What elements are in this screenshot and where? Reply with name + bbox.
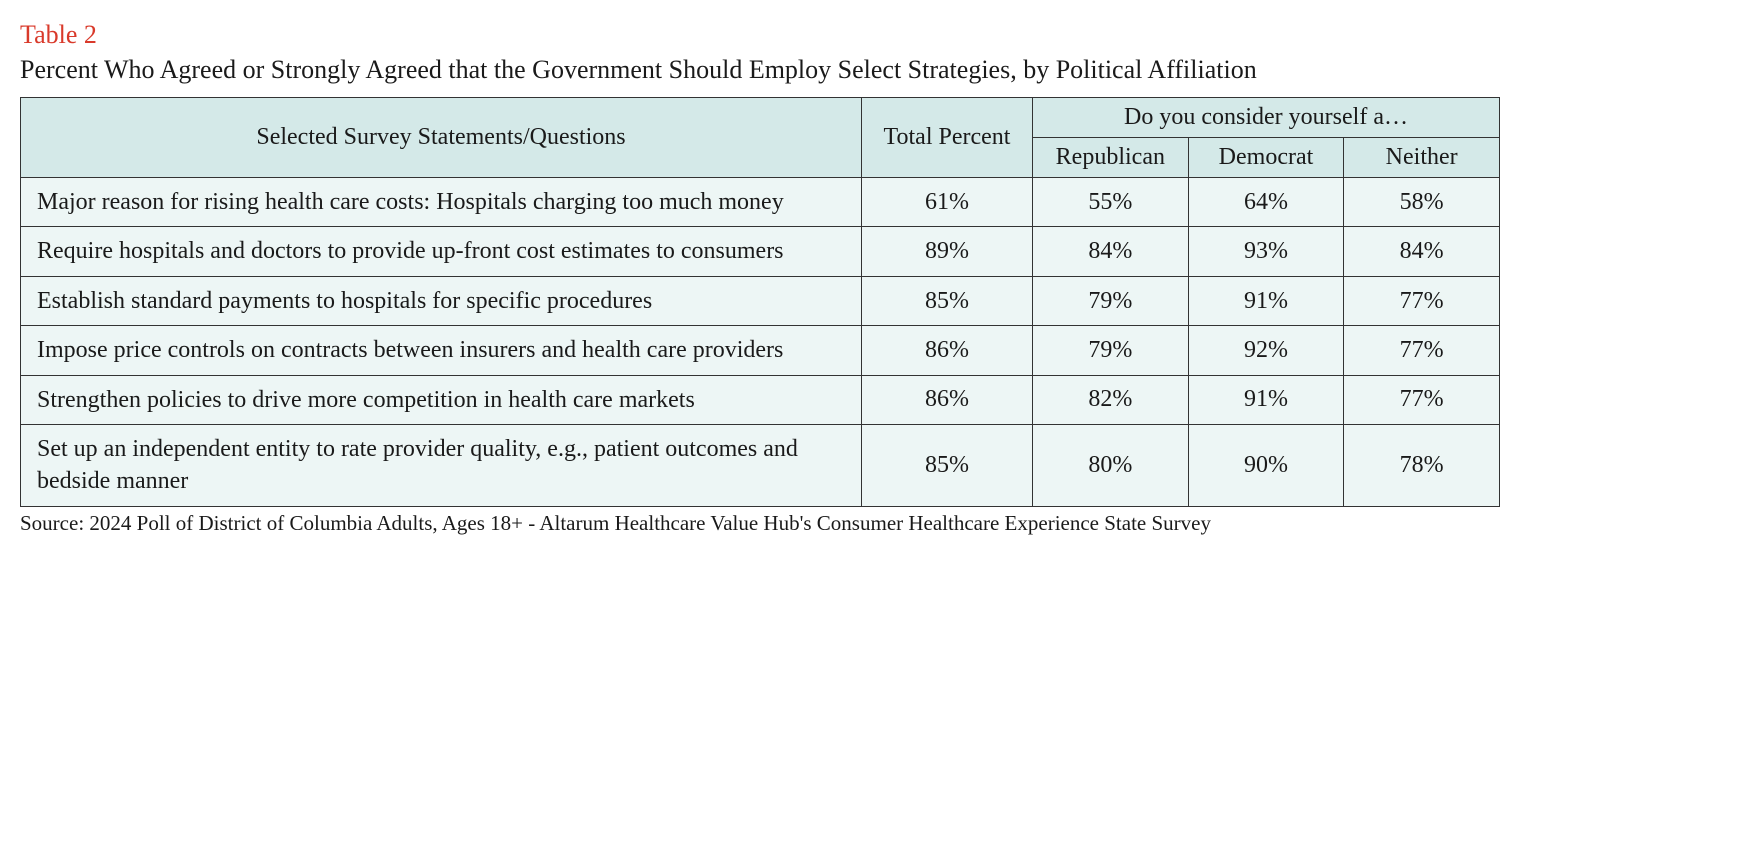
cell-democrat: 93% xyxy=(1188,227,1344,276)
cell-republican: 55% xyxy=(1033,178,1189,227)
cell-republican: 80% xyxy=(1033,425,1189,507)
header-group: Do you consider yourself a… xyxy=(1033,98,1500,138)
table-row: Major reason for rising health care cost… xyxy=(21,178,1500,227)
cell-neither: 84% xyxy=(1344,227,1500,276)
table-label: Table 2 xyxy=(20,20,1500,50)
table-row: Strengthen policies to drive more compet… xyxy=(21,375,1500,424)
table-row: Establish standard payments to hospitals… xyxy=(21,276,1500,325)
cell-neither: 77% xyxy=(1344,276,1500,325)
survey-table: Selected Survey Statements/Questions Tot… xyxy=(20,97,1500,507)
cell-total: 61% xyxy=(862,178,1033,227)
table-row: Impose price controls on contracts betwe… xyxy=(21,326,1500,375)
cell-neither: 77% xyxy=(1344,375,1500,424)
table-body: Major reason for rising health care cost… xyxy=(21,178,1500,507)
cell-republican: 82% xyxy=(1033,375,1189,424)
cell-democrat: 91% xyxy=(1188,276,1344,325)
header-neither: Neither xyxy=(1344,138,1500,178)
cell-republican: 79% xyxy=(1033,326,1189,375)
table-row: Require hospitals and doctors to provide… xyxy=(21,227,1500,276)
cell-statement: Major reason for rising health care cost… xyxy=(21,178,862,227)
header-statement: Selected Survey Statements/Questions xyxy=(21,98,862,178)
cell-neither: 77% xyxy=(1344,326,1500,375)
cell-neither: 58% xyxy=(1344,178,1500,227)
cell-democrat: 91% xyxy=(1188,375,1344,424)
cell-democrat: 92% xyxy=(1188,326,1344,375)
table-title: Percent Who Agreed or Strongly Agreed th… xyxy=(20,52,1500,87)
cell-total: 86% xyxy=(862,375,1033,424)
table-row: Set up an independent entity to rate pro… xyxy=(21,425,1500,507)
cell-statement: Set up an independent entity to rate pro… xyxy=(21,425,862,507)
cell-total: 86% xyxy=(862,326,1033,375)
table-container: Table 2 Percent Who Agreed or Strongly A… xyxy=(20,20,1500,536)
cell-democrat: 64% xyxy=(1188,178,1344,227)
cell-statement: Strengthen policies to drive more compet… xyxy=(21,375,862,424)
cell-democrat: 90% xyxy=(1188,425,1344,507)
cell-total: 85% xyxy=(862,425,1033,507)
cell-total: 85% xyxy=(862,276,1033,325)
cell-republican: 84% xyxy=(1033,227,1189,276)
cell-statement: Require hospitals and doctors to provide… xyxy=(21,227,862,276)
header-republican: Republican xyxy=(1033,138,1189,178)
cell-republican: 79% xyxy=(1033,276,1189,325)
header-democrat: Democrat xyxy=(1188,138,1344,178)
table-source: Source: 2024 Poll of District of Columbi… xyxy=(20,511,1500,536)
cell-statement: Establish standard payments to hospitals… xyxy=(21,276,862,325)
header-total: Total Percent xyxy=(862,98,1033,178)
cell-statement: Impose price controls on contracts betwe… xyxy=(21,326,862,375)
cell-total: 89% xyxy=(862,227,1033,276)
cell-neither: 78% xyxy=(1344,425,1500,507)
table-head: Selected Survey Statements/Questions Tot… xyxy=(21,98,1500,178)
